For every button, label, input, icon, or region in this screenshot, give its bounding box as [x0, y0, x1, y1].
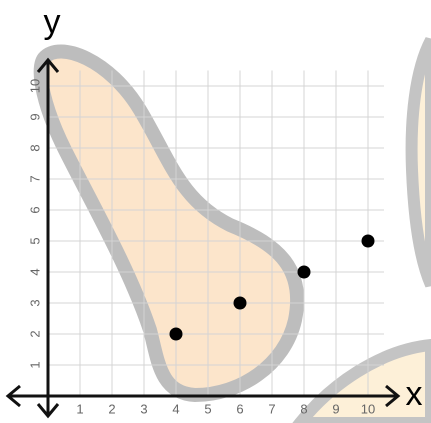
y-tick-label: 9 — [27, 113, 42, 120]
x-tick-label: 9 — [332, 401, 339, 416]
x-tick-label: 6 — [236, 401, 243, 416]
x-tick-label: 8 — [300, 401, 307, 416]
point — [234, 297, 247, 310]
point — [298, 266, 311, 279]
y-tick-label: 10 — [27, 79, 42, 93]
y-tick-label: 8 — [27, 144, 42, 151]
chart: x y 1 2 3 4 5 6 7 8 9 10 1 2 3 4 5 6 7 8 9 10 — [0, 0, 431, 423]
blob-left — [41, 51, 298, 395]
x-tick-label: 3 — [140, 401, 147, 416]
x-tick-label: 1 — [76, 401, 83, 416]
point — [170, 328, 183, 341]
decoration — [41, 40, 431, 423]
y-tick-label: 1 — [27, 361, 42, 368]
x-tick-label: 7 — [268, 401, 275, 416]
y-tick-label: 4 — [27, 268, 42, 275]
y-tick-label: 6 — [27, 206, 42, 213]
x-tick-label: 4 — [172, 401, 179, 416]
x-tick-label: 10 — [361, 401, 375, 416]
y-tick-label: 2 — [27, 330, 42, 337]
y-tick-label: 3 — [27, 299, 42, 306]
x-tick-label: 2 — [108, 401, 115, 416]
point — [362, 235, 375, 248]
blob-right — [412, 40, 431, 285]
x-axis-label: x — [406, 375, 423, 413]
y-tick-label: 7 — [27, 175, 42, 182]
x-tick-label: 5 — [204, 401, 211, 416]
y-tick-label: 5 — [27, 237, 42, 244]
y-axis-label: y — [44, 3, 61, 41]
